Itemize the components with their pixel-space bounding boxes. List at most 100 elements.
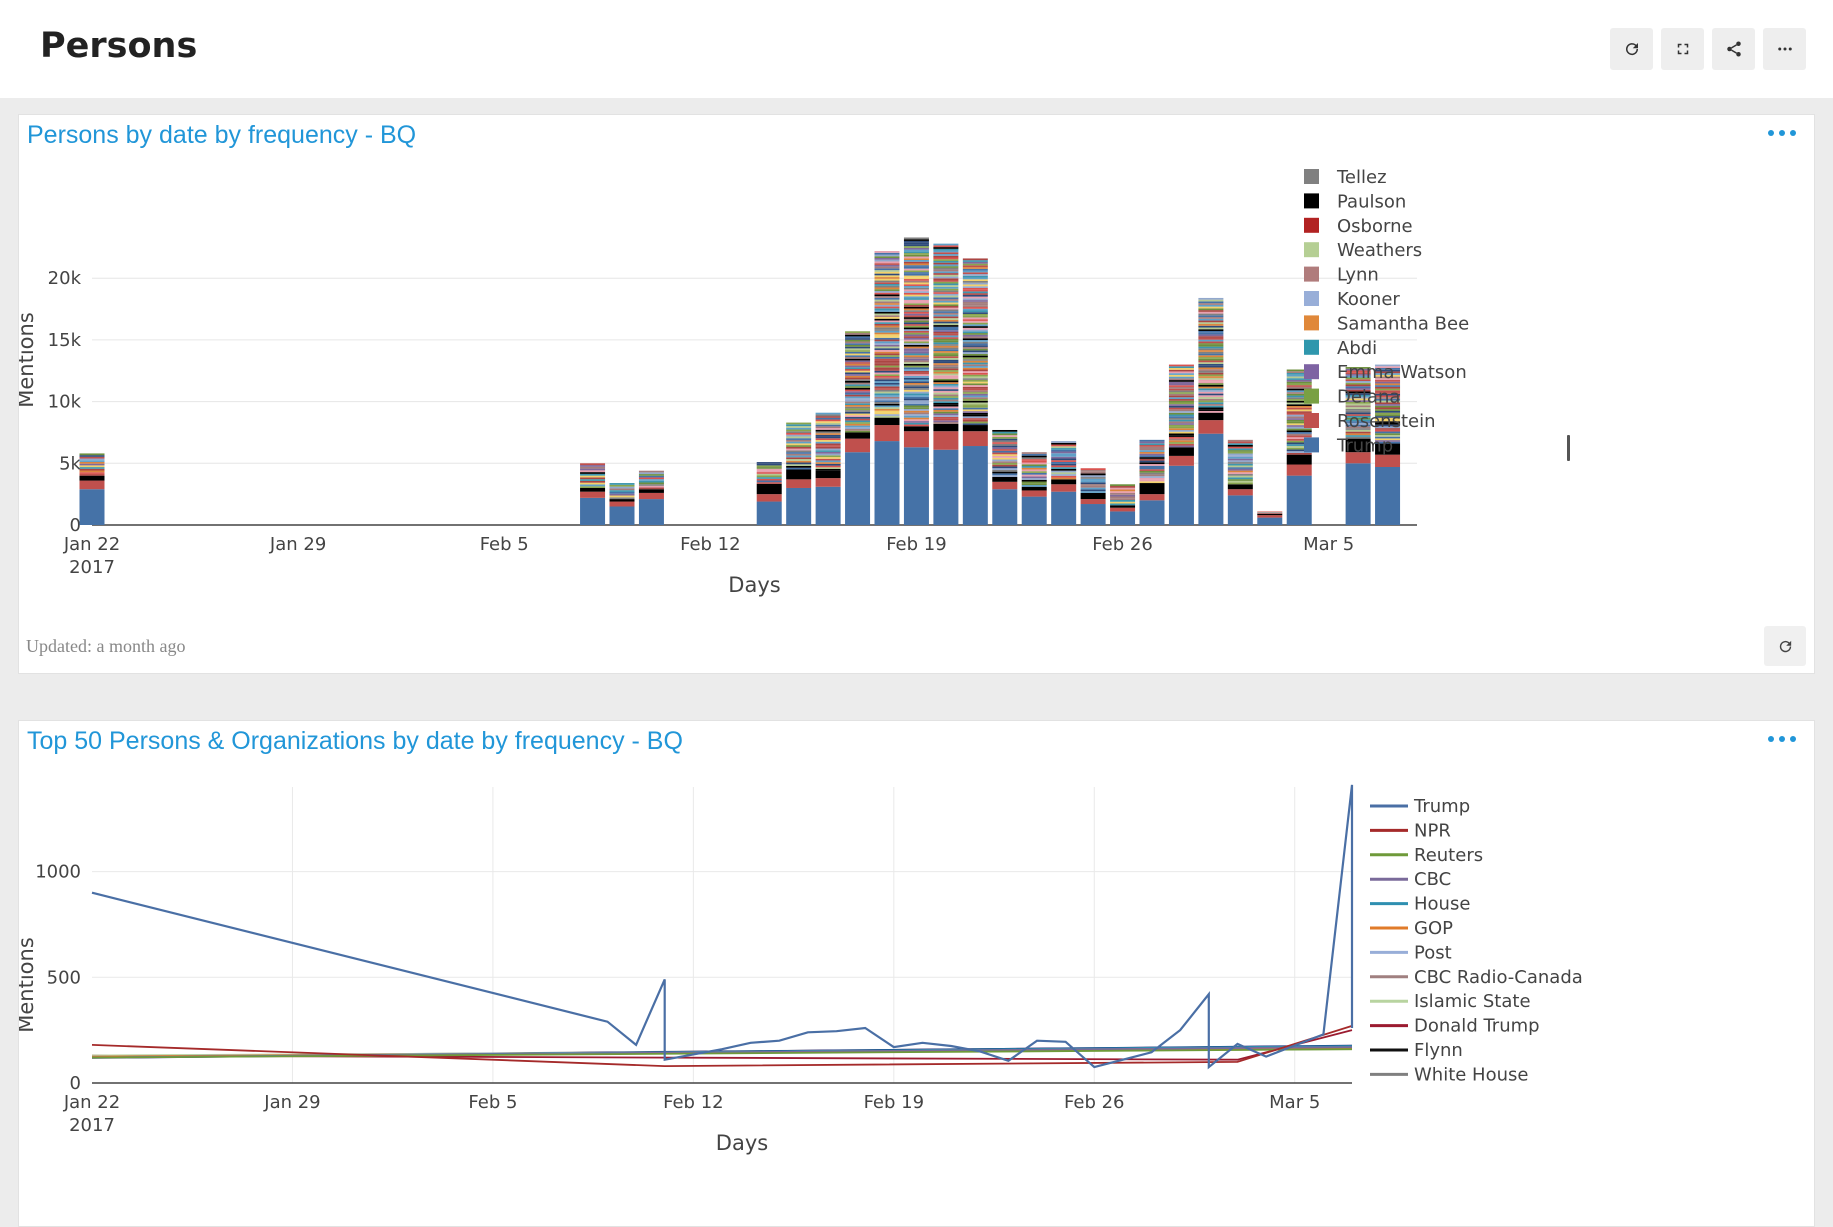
bar-segment-other	[1051, 458, 1077, 461]
bar-segment-other	[786, 431, 812, 433]
bar-segment-other	[638, 484, 664, 486]
bar-segment-other	[903, 299, 929, 302]
bar-segment-other	[933, 357, 959, 360]
bar-segment-other	[638, 474, 664, 476]
refresh-button[interactable]	[1610, 28, 1653, 70]
bar-segment-other	[933, 262, 959, 265]
bar-segment-other	[903, 396, 929, 399]
bar-segment-trump	[1021, 496, 1047, 525]
bar-segment-other	[1286, 379, 1312, 382]
bar-segment-other	[874, 375, 900, 378]
fullscreen-button[interactable]	[1661, 28, 1704, 70]
bar-segment-other	[962, 386, 988, 389]
bar-segment-other	[1198, 308, 1224, 311]
bar-segment-other	[933, 408, 959, 410]
bar-segment-other	[933, 254, 959, 256]
bar-segment-other	[1375, 364, 1401, 367]
bar-segment-other	[1345, 386, 1371, 388]
bar-segment-other	[609, 497, 635, 500]
bar-stack	[786, 422, 812, 525]
bar-segment-other	[638, 477, 664, 480]
bar-segment-other	[874, 407, 900, 409]
bar-segment-other	[638, 485, 664, 488]
bar-segment-other	[1139, 441, 1165, 444]
bar-segment-other	[903, 237, 929, 240]
bar-segment-other	[1168, 423, 1194, 425]
bar-segment-other	[638, 482, 664, 485]
bar-segment-other	[1168, 409, 1194, 412]
bar-segment-other	[786, 422, 812, 425]
bar-segment-other	[845, 417, 871, 419]
bar-segment-other	[1198, 336, 1224, 338]
bar-segment-other	[786, 443, 812, 446]
bar-segment-other	[874, 403, 900, 406]
bar-segment-paulson	[638, 489, 664, 493]
bar-segment-other	[1198, 320, 1224, 323]
bar-segment-other	[609, 484, 635, 487]
bar-segment-other	[874, 332, 900, 335]
bar-segment-other	[1375, 366, 1401, 369]
bar-segment-rosenstein	[1021, 490, 1047, 497]
bar-segment-other	[903, 414, 929, 416]
bar-segment-other	[1345, 410, 1371, 413]
dashboard-header: Persons	[0, 0, 1833, 98]
bar-segment-other	[1139, 443, 1165, 446]
bar-segment-other	[992, 436, 1018, 439]
bar-segment-other	[1080, 491, 1106, 493]
bar-segment-other	[933, 359, 959, 362]
bar-segment-other	[903, 400, 929, 403]
bar-segment-other	[962, 405, 988, 408]
bar-segment-other	[933, 325, 959, 327]
share-button[interactable]	[1712, 28, 1755, 70]
bar-segment-other	[874, 398, 900, 401]
bar-segment-other	[1375, 369, 1401, 372]
bar-segment-other	[79, 456, 105, 459]
bar-segment-trump	[1286, 475, 1312, 525]
legend-label: Islamic State	[1414, 991, 1531, 1012]
bar-segment-other	[903, 268, 929, 271]
bar-segment-other	[1375, 416, 1401, 418]
bar-segment-other	[874, 296, 900, 298]
bar-stack	[1198, 297, 1224, 525]
bar-segment-other	[933, 323, 959, 326]
bar-segment-other	[903, 303, 929, 306]
bar-segment-other	[874, 268, 900, 271]
card-title-persons[interactable]: Persons by date by frequency - BQ	[27, 121, 417, 149]
bar-segment-other	[1021, 453, 1047, 456]
bar-segment-other	[1345, 387, 1371, 390]
bar-segment-other	[933, 394, 959, 397]
series-line	[91, 1048, 1353, 1059]
bar-segment-other	[1198, 360, 1224, 363]
more-icon	[1777, 47, 1792, 51]
card-title-top50[interactable]: Top 50 Persons & Organizations by date b…	[27, 727, 683, 755]
bar-segment-other	[1198, 393, 1224, 396]
bar-segment-other	[962, 281, 988, 283]
bar-segment-other	[874, 410, 900, 413]
bar-segment-other	[1198, 299, 1224, 302]
card-menu-persons[interactable]	[1768, 127, 1796, 139]
bar-segment-other	[874, 339, 900, 342]
bar-stack	[962, 258, 988, 525]
bar-segment-other	[756, 467, 782, 469]
bar-segment-other	[903, 363, 929, 366]
bar-segment-rosenstein	[79, 480, 105, 490]
bar-segment-other	[1345, 433, 1371, 436]
bar-segment-other	[1345, 417, 1371, 420]
more-options-button[interactable]	[1763, 28, 1806, 70]
bar-segment-other	[1286, 418, 1312, 420]
bar-segment-other	[1021, 452, 1047, 454]
bar-segment-other	[933, 288, 959, 291]
bar-segment-other	[903, 256, 929, 259]
bar-segment-other	[1168, 368, 1194, 370]
card-refresh-button[interactable]	[1764, 626, 1806, 666]
bar-segment-other	[1051, 451, 1077, 454]
bar-segment-other	[903, 393, 929, 396]
bar-segment-other	[1227, 480, 1253, 483]
bar-segment-rosenstein	[1375, 454, 1401, 467]
legend-item: Post	[1370, 942, 1452, 963]
bar-segment-other	[1021, 472, 1047, 475]
bar-segment-other	[933, 292, 959, 294]
dot-icon	[1768, 130, 1774, 136]
card-menu-top50[interactable]	[1768, 733, 1796, 745]
share-icon	[1726, 41, 1741, 57]
